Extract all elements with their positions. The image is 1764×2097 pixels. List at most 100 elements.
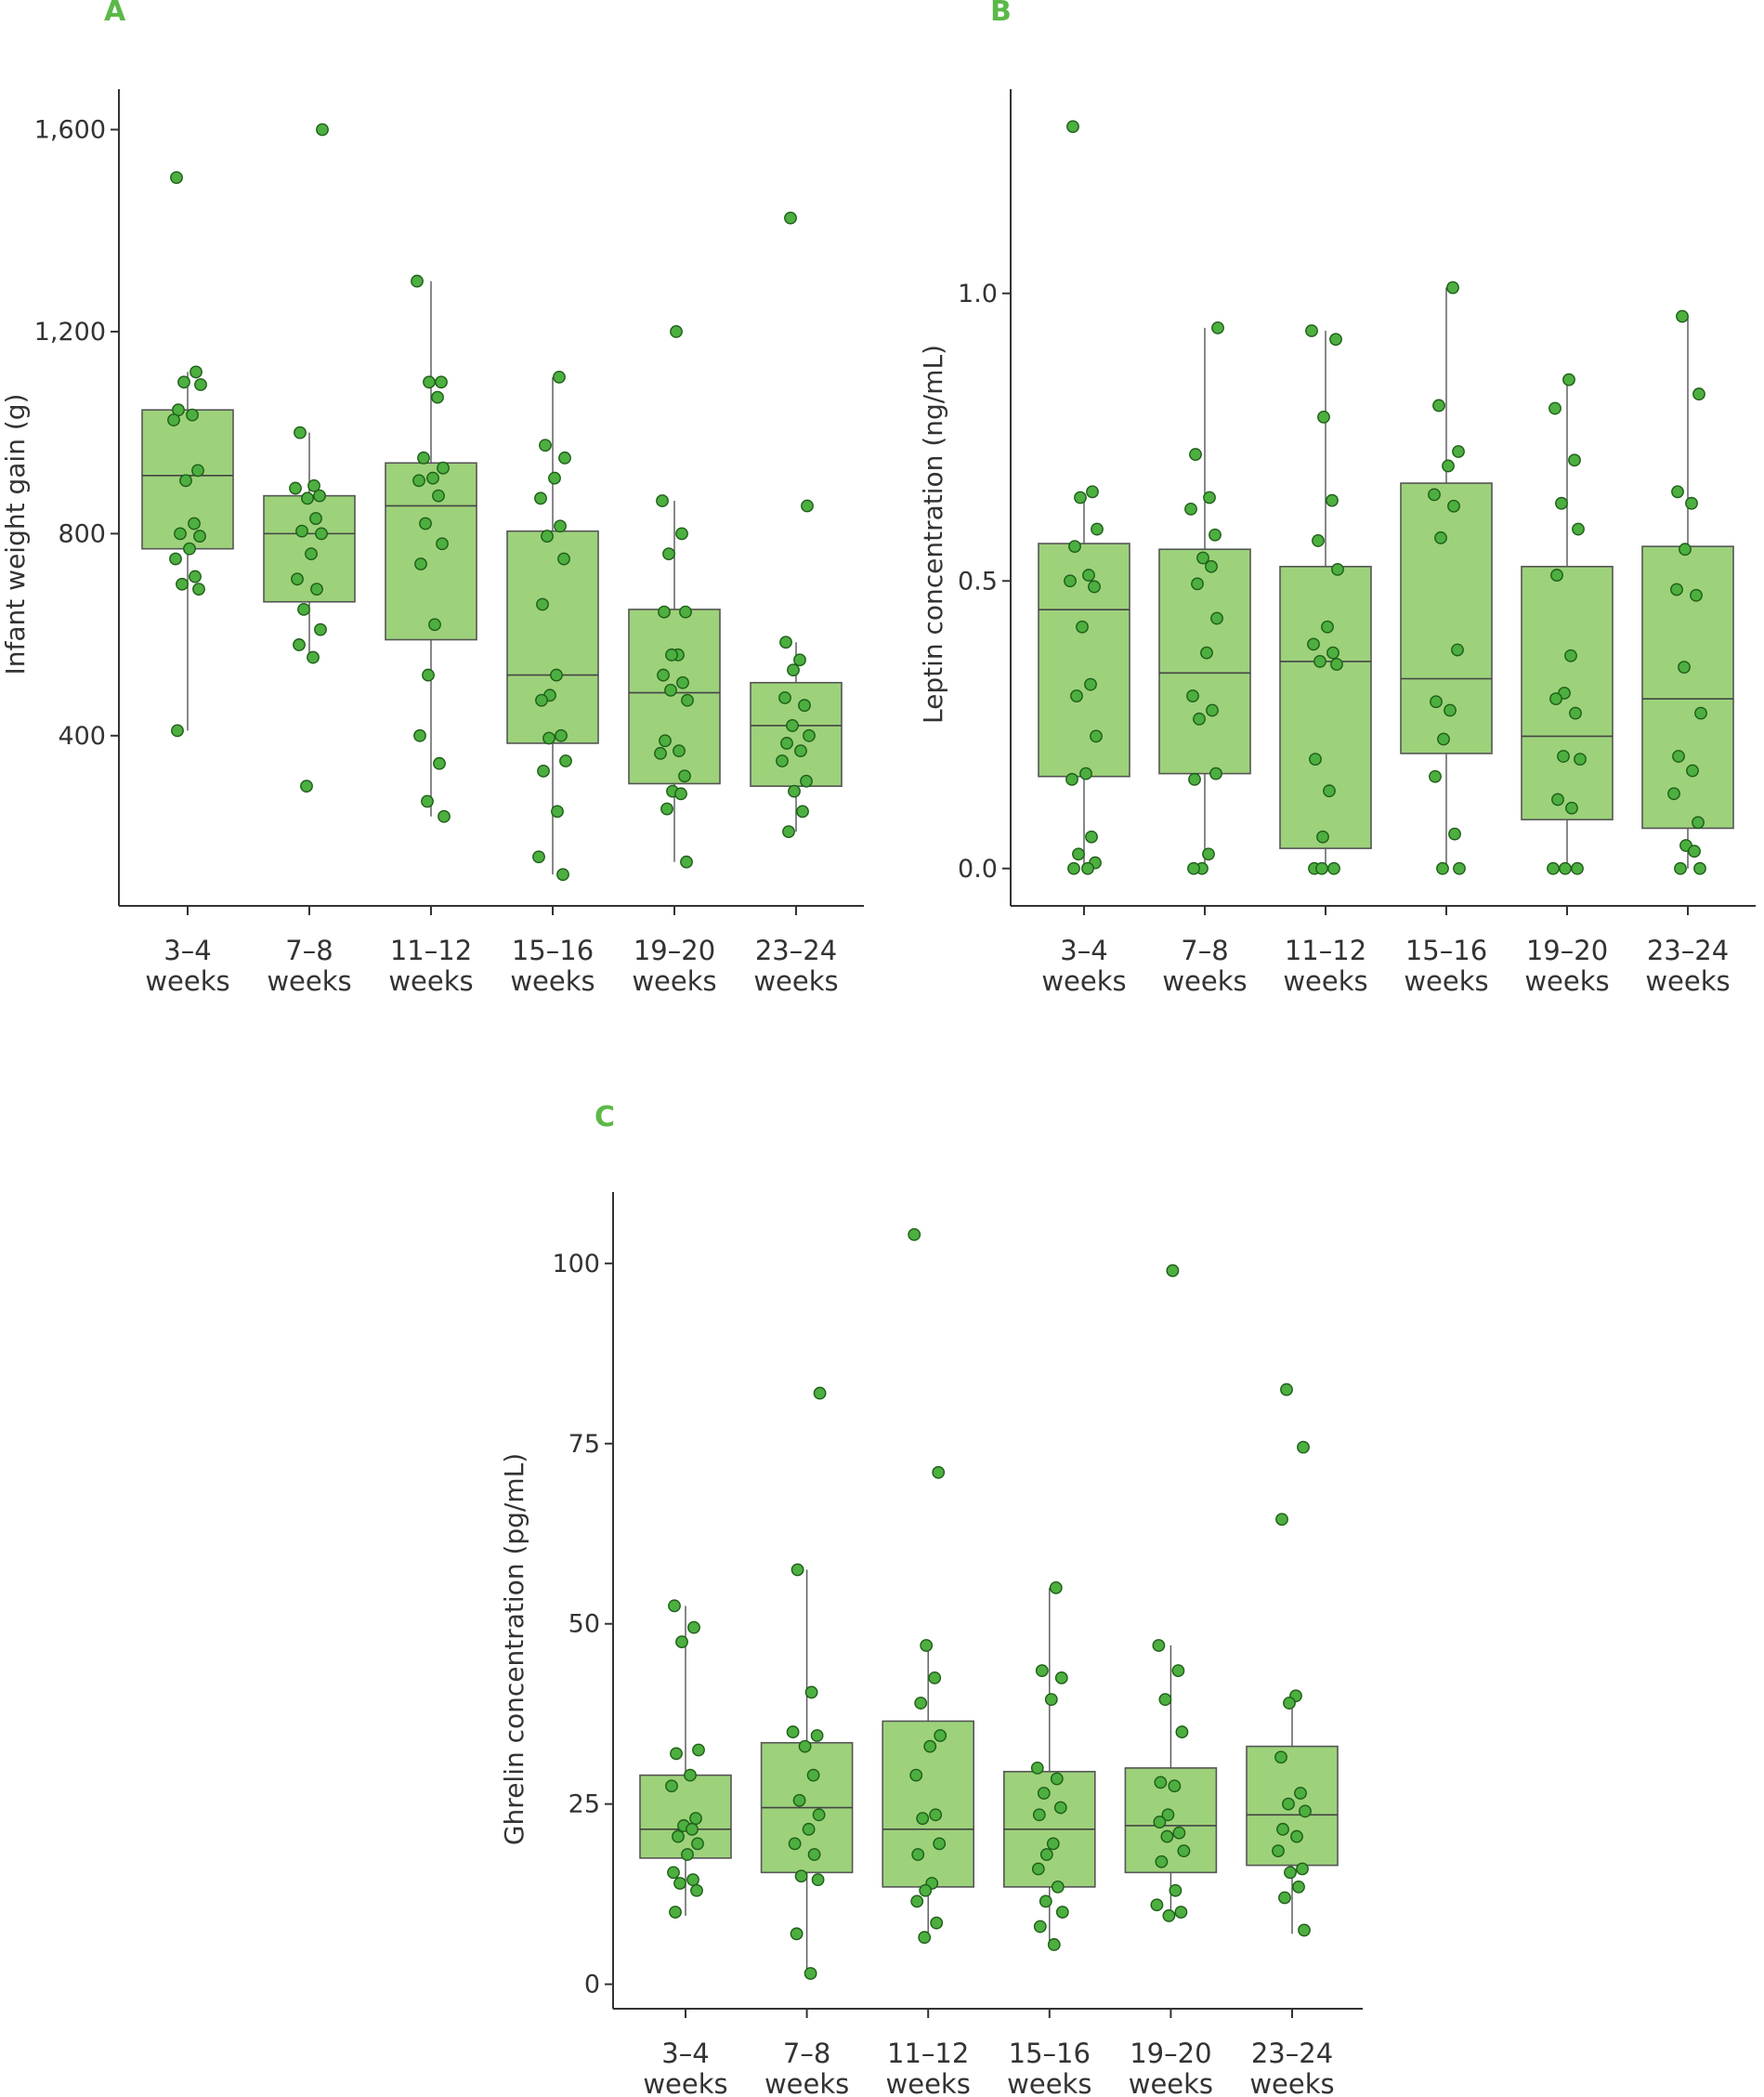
panel-b-letter: B [990,0,1012,28]
data-point [654,746,667,760]
data-point [1550,569,1563,582]
data-point [1559,861,1572,875]
data-point [1193,712,1206,726]
data-point [289,481,302,495]
panel-b-y-axis-title: Leptin concentration (ng/mL) [918,345,948,724]
data-point [679,605,692,619]
data-point [1694,706,1707,720]
data-point [1297,1440,1310,1454]
data-point [1155,1855,1169,1868]
data-point [779,636,792,649]
data-point [778,691,791,704]
data-point [916,1812,930,1826]
x-tick-label: weeks [510,965,595,997]
x-tick-label: 3–4 [1060,935,1107,966]
data-point [1282,1797,1295,1811]
data-point [1565,801,1578,815]
x-tick-label: weeks [1283,965,1367,997]
box [1279,565,1372,849]
x-tick-label: weeks [1129,2068,1213,2097]
data-point [1299,1804,1312,1818]
data-point [1055,1906,1069,1919]
data-point [1188,772,1201,786]
data-point [806,1768,820,1782]
data-point [554,519,567,533]
data-point [1171,1664,1185,1678]
data-point [1307,637,1320,651]
data-point [1572,522,1585,536]
data-point [813,1386,827,1400]
data-point [1066,120,1079,134]
data-point [426,471,439,485]
data-point [171,724,184,738]
data-point [802,1822,816,1836]
x-tick-label: weeks [267,965,351,997]
data-point [801,499,814,513]
x-tick-label: weeks [1041,965,1126,997]
data-point [532,850,545,864]
data-point [1200,646,1213,660]
data-point [1453,861,1466,875]
x-tick-label: weeks [632,965,716,997]
data-point [1049,1581,1063,1594]
data-point [291,572,304,586]
y-tick-label: 1,600 [34,115,106,144]
data-point [297,603,310,616]
data-point [1209,528,1222,542]
data-point [1081,861,1094,875]
x-tick-label: weeks [1645,965,1730,997]
data-point [1693,861,1706,875]
data-point [1044,1693,1058,1707]
data-point [1047,1938,1061,1951]
data-point [784,211,797,225]
data-point [923,1739,937,1753]
data-point [423,375,436,389]
data-point [188,517,201,531]
data-point [1326,493,1339,507]
data-point [550,668,563,682]
data-point [791,1563,804,1577]
data-point [1692,387,1705,400]
data-point [189,365,203,379]
data-point [1033,1920,1047,1933]
data-point [555,728,568,742]
data-point [1211,321,1224,334]
box [628,609,721,785]
data-point [1175,1725,1189,1738]
data-point [1430,695,1443,709]
data-point [804,1967,817,1980]
data-point [670,325,683,338]
box [1641,545,1734,830]
data-point [179,474,192,488]
data-point [1088,580,1101,594]
data-point [794,1869,808,1883]
data-point [793,653,806,667]
data-point [665,648,678,662]
data-point [1317,410,1330,424]
x-tick-label: 11–12 [1285,935,1366,966]
data-point [675,1635,688,1649]
data-point [681,693,694,707]
data-point [305,547,318,561]
data-point [673,1877,686,1890]
x-tick-label: 19–20 [1526,935,1608,966]
data-point [193,530,206,543]
data-point [191,464,204,478]
data-point [910,1894,924,1908]
data-point [307,478,320,492]
data-point [810,1729,824,1742]
data-point [1168,1779,1182,1793]
data-point [807,1848,821,1861]
data-point [556,868,569,882]
data-point [1316,830,1329,844]
data-point [1568,453,1581,467]
data-point [414,557,427,570]
data-point [1153,1815,1167,1828]
data-point [786,1725,800,1738]
data-point [1686,764,1699,778]
data-point [1162,1909,1176,1922]
data-point [558,451,571,465]
data-point [676,675,689,689]
data-point [664,683,677,697]
data-point [1070,689,1083,702]
